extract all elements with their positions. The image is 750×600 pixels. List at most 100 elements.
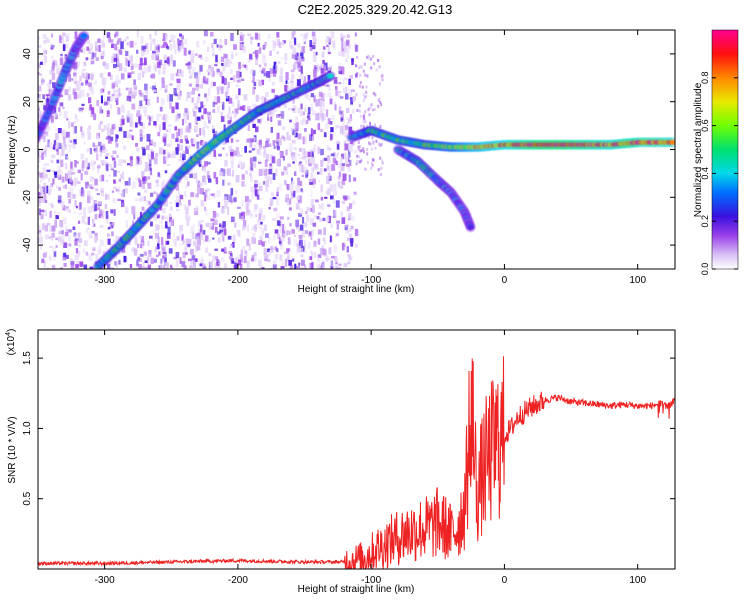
noise-speck xyxy=(311,261,314,269)
noise-speck xyxy=(204,190,208,198)
noise-speck xyxy=(281,234,284,238)
noise-speck xyxy=(298,235,303,239)
noise-speck xyxy=(316,216,320,220)
noise-speck xyxy=(343,196,348,201)
noise-speck xyxy=(287,81,290,84)
noise-speck xyxy=(372,91,375,95)
noise-speck xyxy=(95,46,98,52)
noise-speck xyxy=(130,66,134,70)
noise-speck xyxy=(44,55,47,63)
noise-speck xyxy=(244,253,248,257)
noise-speck xyxy=(278,183,283,191)
noise-speck xyxy=(253,144,257,150)
noise-speck xyxy=(225,152,229,157)
noise-speck xyxy=(330,153,335,157)
noise-speck xyxy=(212,128,215,134)
noise-speck xyxy=(187,122,192,130)
noise-speck xyxy=(43,131,48,135)
noise-speck xyxy=(113,170,117,177)
noise-speck xyxy=(325,190,329,195)
noise-speck xyxy=(127,110,131,118)
noise-speck xyxy=(226,59,230,64)
noise-speck xyxy=(201,256,204,263)
noise-speck xyxy=(183,47,187,56)
noise-speck xyxy=(162,33,167,39)
noise-speck xyxy=(164,114,168,122)
noise-speck xyxy=(359,73,362,77)
noise-speck xyxy=(183,114,187,117)
noise-speck xyxy=(188,153,192,156)
noise-speck xyxy=(230,188,234,196)
noise-speck xyxy=(323,132,327,138)
noise-speck xyxy=(358,155,361,159)
noise-speck xyxy=(175,259,179,268)
noise-speck xyxy=(247,58,251,63)
noise-speck xyxy=(302,111,305,116)
noise-speck xyxy=(129,156,133,161)
noise-speck xyxy=(370,103,373,107)
snr-y-multiplier: (x104) xyxy=(5,329,17,356)
noise-speck xyxy=(328,65,333,69)
noise-speck xyxy=(310,229,315,236)
noise-speck xyxy=(254,256,257,262)
noise-speck xyxy=(237,107,240,110)
noise-speck xyxy=(269,50,272,56)
noise-speck xyxy=(129,118,133,124)
noise-speck xyxy=(359,81,362,85)
noise-speck xyxy=(134,267,139,269)
noise-speck xyxy=(165,33,168,40)
noise-speck xyxy=(236,70,240,79)
noise-speck xyxy=(85,229,88,234)
noise-speck xyxy=(51,225,56,232)
noise-speck xyxy=(109,223,112,230)
noise-speck xyxy=(62,44,66,51)
noise-speck xyxy=(133,211,136,220)
noise-speck xyxy=(59,219,64,228)
noise-speck xyxy=(144,83,148,91)
noise-speck xyxy=(301,259,305,266)
noise-speck xyxy=(303,128,307,132)
noise-speck xyxy=(47,39,50,43)
snr-y-label: SNR (10 * V/V) xyxy=(7,416,18,483)
noise-speck xyxy=(277,114,282,117)
noise-speck xyxy=(95,253,99,262)
noise-speck xyxy=(318,180,321,183)
noise-speck xyxy=(234,108,239,114)
noise-speck xyxy=(127,163,131,166)
x-tick-label: -200 xyxy=(228,275,248,286)
noise-speck xyxy=(94,236,97,244)
noise-speck xyxy=(147,182,152,189)
noise-speck xyxy=(254,184,258,188)
noise-speck xyxy=(143,57,147,66)
noise-speck xyxy=(370,161,373,165)
noise-speck xyxy=(72,226,76,230)
noise-speck xyxy=(317,238,321,245)
noise-speck xyxy=(299,165,302,173)
noise-speck xyxy=(242,225,246,231)
noise-speck xyxy=(232,261,236,264)
noise-speck xyxy=(162,114,166,121)
noise-speck xyxy=(77,220,81,224)
noise-speck xyxy=(61,149,65,156)
noise-speck xyxy=(311,166,314,174)
noise-speck xyxy=(88,82,92,87)
noise-speck xyxy=(78,238,83,243)
noise-speck xyxy=(116,59,120,66)
noise-speck xyxy=(138,264,142,269)
noise-speck xyxy=(100,95,103,104)
noise-speck xyxy=(38,264,40,269)
noise-speck xyxy=(185,98,189,102)
noise-speck xyxy=(317,171,320,175)
noise-speck xyxy=(53,171,57,176)
noise-speck xyxy=(195,85,199,92)
noise-speck xyxy=(258,259,262,266)
noise-speck xyxy=(378,97,381,101)
noise-speck xyxy=(121,106,126,113)
noise-speck xyxy=(258,47,262,54)
noise-speck xyxy=(346,246,349,253)
noise-speck xyxy=(229,243,233,249)
noise-speck xyxy=(141,124,145,128)
noise-speck xyxy=(202,40,206,45)
noise-speck xyxy=(182,253,186,262)
noise-speck xyxy=(66,229,69,233)
